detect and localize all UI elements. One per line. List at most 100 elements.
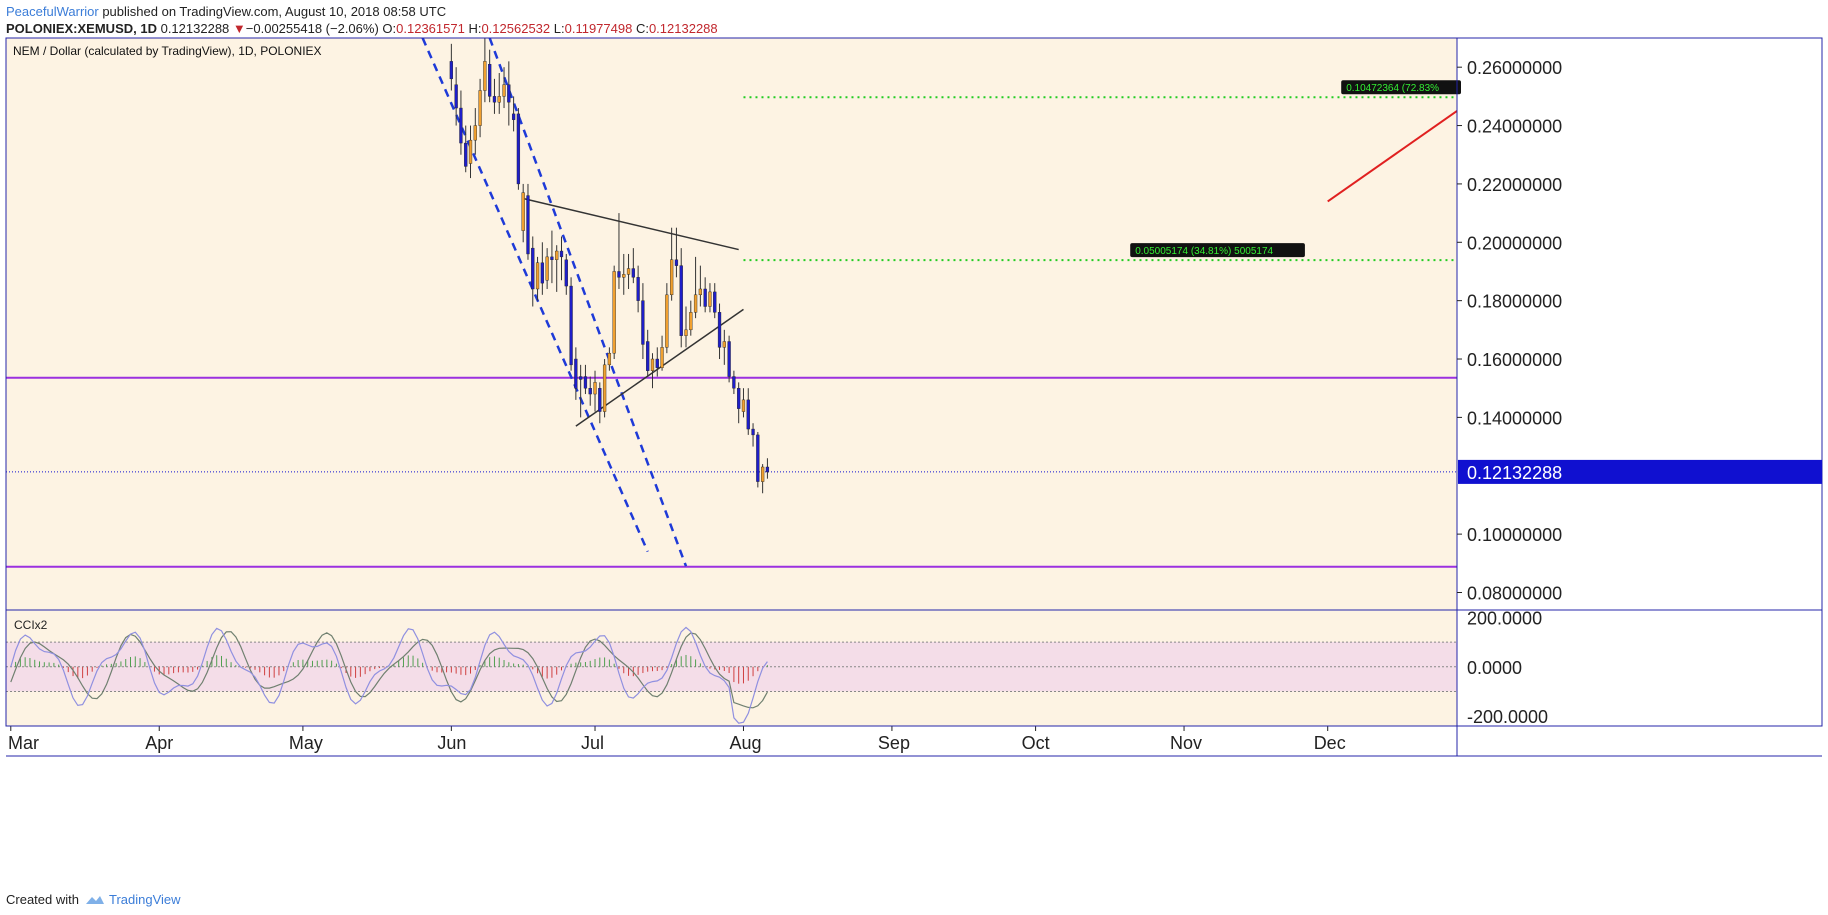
candle bbox=[579, 364, 583, 418]
candle bbox=[713, 283, 717, 319]
candle bbox=[670, 227, 674, 301]
candle bbox=[717, 303, 722, 360]
candle-body bbox=[468, 139, 473, 164]
footer: Created with TradingView bbox=[6, 892, 181, 907]
price-tick-label: 0.10000000 bbox=[1467, 525, 1562, 545]
candle bbox=[473, 108, 477, 155]
candle bbox=[679, 248, 683, 348]
target-label-box bbox=[1341, 80, 1461, 95]
candle-body bbox=[545, 256, 549, 281]
candle bbox=[765, 458, 770, 479]
ohlc-line: POLONIEX:XEMUSD, 1D 0.12132288 ▼−0.00255… bbox=[6, 20, 1822, 37]
created-with-label: Created with bbox=[6, 892, 79, 907]
candle bbox=[516, 108, 521, 190]
candle bbox=[492, 78, 497, 114]
published-text: published on TradingView.com, August 10,… bbox=[98, 4, 447, 19]
candle-body bbox=[511, 113, 516, 120]
candle-body bbox=[483, 61, 487, 91]
candle-body bbox=[564, 259, 568, 287]
candle bbox=[449, 43, 453, 91]
candle-body bbox=[574, 358, 578, 389]
candle bbox=[612, 265, 616, 360]
target-arrow-line bbox=[1327, 110, 1458, 203]
candle-body bbox=[737, 388, 741, 409]
candle bbox=[511, 96, 516, 132]
candle bbox=[521, 183, 525, 243]
last-price: 0.12132288 bbox=[160, 21, 230, 36]
candle bbox=[741, 388, 746, 418]
candle-body bbox=[646, 341, 650, 371]
candle-body bbox=[622, 274, 626, 278]
candle bbox=[588, 376, 592, 406]
candle bbox=[468, 125, 473, 179]
candle-body bbox=[665, 294, 669, 348]
candle bbox=[631, 248, 635, 284]
price-tick-label: 0.26000000 bbox=[1467, 58, 1562, 78]
candle bbox=[708, 283, 712, 313]
candle-body bbox=[655, 358, 659, 368]
candle-body bbox=[732, 376, 736, 389]
candle-body bbox=[559, 250, 564, 258]
candle-body bbox=[588, 388, 592, 395]
candle-body bbox=[713, 291, 717, 313]
candle bbox=[660, 335, 664, 371]
price-tick-label: 0.20000000 bbox=[1467, 233, 1562, 253]
candle-body bbox=[531, 247, 535, 290]
candle bbox=[569, 277, 573, 371]
last-price-badge-label: 0.12132288 bbox=[1467, 463, 1562, 483]
candle bbox=[636, 265, 640, 313]
candle bbox=[732, 370, 736, 395]
candle-body bbox=[449, 61, 453, 80]
candle bbox=[617, 213, 621, 289]
candle bbox=[655, 347, 659, 377]
low-label: L: bbox=[553, 21, 565, 36]
candle-body bbox=[674, 259, 679, 266]
candle-body bbox=[473, 125, 477, 141]
target-label-box bbox=[1130, 243, 1305, 258]
candle-body bbox=[488, 64, 492, 97]
candle-body bbox=[641, 300, 645, 345]
candle bbox=[550, 230, 554, 284]
close-value: 0.12132288 bbox=[648, 21, 718, 36]
candle-body bbox=[521, 192, 525, 231]
candle-body bbox=[459, 107, 463, 144]
author-link[interactable]: PeacefulWarrior bbox=[6, 4, 99, 19]
cci-tick-label: 200.0000 bbox=[1467, 608, 1542, 628]
price-tick-label: 0.14000000 bbox=[1467, 408, 1562, 428]
high-value: 0.12562532 bbox=[481, 21, 551, 36]
candle bbox=[535, 256, 540, 301]
cci-pane-frame bbox=[5, 609, 1823, 727]
price-change: −0.00255418 (−2.06%) bbox=[245, 21, 379, 36]
candle-body bbox=[593, 382, 597, 395]
candle-body bbox=[741, 399, 746, 412]
candle-body bbox=[684, 329, 688, 336]
price-tick-label: 0.24000000 bbox=[1467, 117, 1562, 137]
candle-body bbox=[526, 195, 530, 255]
cci-line-fast bbox=[10, 626, 768, 724]
cci-tick-label: -200.0000 bbox=[1467, 707, 1548, 727]
candle bbox=[497, 73, 501, 114]
candle bbox=[559, 236, 564, 281]
candle-body bbox=[756, 434, 760, 482]
candle-body bbox=[693, 294, 698, 313]
candle bbox=[756, 431, 760, 488]
candle bbox=[665, 283, 669, 354]
candle-body bbox=[464, 142, 468, 167]
time-tick-label: Nov bbox=[1170, 733, 1202, 753]
candle bbox=[583, 364, 588, 395]
candle-body bbox=[617, 271, 621, 278]
candle bbox=[684, 306, 688, 348]
time-tick-label: Aug bbox=[729, 733, 761, 753]
time-tick-label: Dec bbox=[1314, 733, 1346, 753]
candle bbox=[459, 90, 463, 155]
candle-body bbox=[751, 428, 755, 436]
tradingview-link[interactable]: TradingView bbox=[85, 892, 181, 907]
tradingview-logo-icon bbox=[85, 895, 104, 904]
candle-body bbox=[598, 388, 602, 412]
candle-body bbox=[454, 84, 458, 109]
candle bbox=[751, 423, 755, 447]
candle bbox=[698, 265, 703, 307]
target-label: 0.05005174 (34.81%) 5005174 bbox=[1135, 246, 1273, 257]
candle bbox=[602, 359, 607, 418]
